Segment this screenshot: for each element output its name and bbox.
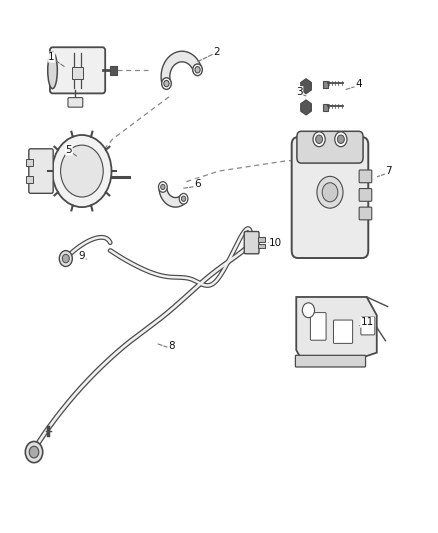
Bar — [26, 159, 33, 166]
FancyBboxPatch shape — [333, 320, 353, 343]
Ellipse shape — [164, 80, 169, 87]
Text: 6: 6 — [194, 179, 201, 189]
Circle shape — [25, 441, 43, 463]
Ellipse shape — [159, 182, 167, 192]
Ellipse shape — [181, 196, 186, 201]
Text: 10: 10 — [269, 238, 282, 248]
Text: 3: 3 — [296, 86, 303, 96]
Circle shape — [335, 132, 347, 147]
FancyBboxPatch shape — [68, 98, 83, 107]
Ellipse shape — [48, 52, 57, 88]
Circle shape — [302, 303, 314, 318]
Circle shape — [316, 135, 322, 143]
Ellipse shape — [162, 78, 171, 90]
FancyBboxPatch shape — [297, 131, 363, 163]
Text: 9: 9 — [78, 251, 85, 261]
Ellipse shape — [193, 64, 202, 76]
Ellipse shape — [161, 184, 165, 190]
Bar — [72, 67, 83, 79]
FancyBboxPatch shape — [359, 207, 372, 220]
Circle shape — [59, 251, 72, 266]
Text: 11: 11 — [360, 317, 374, 327]
Bar — [258, 244, 265, 248]
Text: 8: 8 — [168, 341, 174, 351]
Circle shape — [52, 135, 112, 207]
Ellipse shape — [195, 67, 200, 73]
FancyBboxPatch shape — [359, 189, 372, 201]
Polygon shape — [161, 51, 201, 85]
Circle shape — [317, 176, 343, 208]
FancyBboxPatch shape — [50, 47, 105, 93]
Ellipse shape — [179, 193, 188, 204]
Circle shape — [322, 183, 338, 202]
Bar — [26, 176, 33, 183]
Bar — [110, 66, 117, 75]
Polygon shape — [301, 79, 311, 94]
Circle shape — [337, 135, 344, 143]
Circle shape — [29, 446, 39, 458]
Text: 5: 5 — [66, 145, 72, 155]
FancyBboxPatch shape — [311, 313, 326, 340]
Polygon shape — [296, 297, 377, 358]
FancyBboxPatch shape — [292, 137, 368, 258]
FancyBboxPatch shape — [295, 356, 366, 367]
FancyBboxPatch shape — [361, 317, 375, 335]
FancyBboxPatch shape — [29, 149, 53, 193]
FancyBboxPatch shape — [359, 170, 372, 183]
Text: 7: 7 — [385, 166, 392, 176]
Bar — [323, 104, 328, 111]
Bar — [323, 82, 328, 88]
Bar — [258, 237, 265, 241]
Text: 2: 2 — [213, 47, 220, 56]
Polygon shape — [301, 100, 311, 115]
Circle shape — [313, 132, 325, 147]
Circle shape — [62, 254, 69, 263]
Circle shape — [60, 145, 103, 197]
Text: 4: 4 — [355, 78, 362, 88]
FancyBboxPatch shape — [244, 231, 259, 254]
Polygon shape — [159, 187, 186, 207]
Text: 1: 1 — [48, 52, 55, 62]
